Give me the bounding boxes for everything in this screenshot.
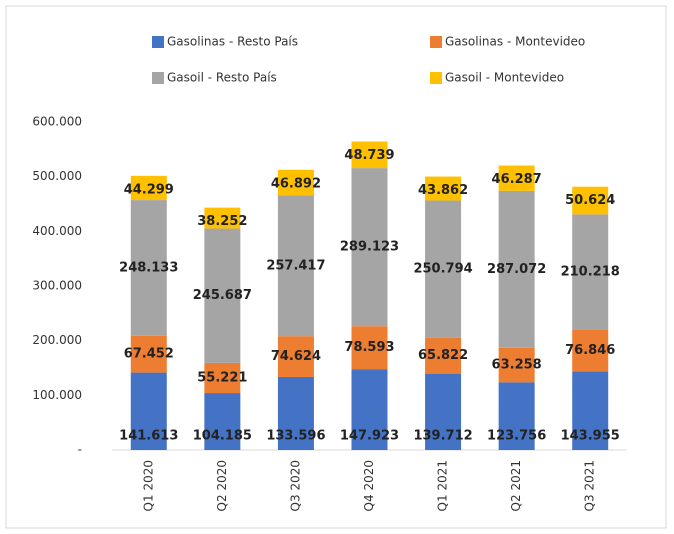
bar-segment [572, 214, 609, 330]
legend-label: Gasolinas - Montevideo [445, 35, 585, 49]
data-label: 67.452 [124, 347, 174, 362]
chart-frame [5, 5, 667, 529]
legend-label: Gasoil - Resto País [167, 71, 277, 85]
data-label: 250.794 [413, 262, 472, 277]
data-label: 141.613 [119, 429, 178, 444]
data-label: 245.687 [193, 288, 252, 303]
bar-segment [204, 207, 241, 229]
bar-segment [498, 382, 535, 450]
data-label: 63.258 [492, 358, 542, 373]
data-label: 210.218 [561, 264, 620, 279]
data-label: 287.072 [487, 262, 546, 277]
y-tick-label: 400.000 [32, 224, 82, 238]
bar-segment [130, 372, 167, 450]
data-label: 133.596 [266, 429, 325, 444]
bar-segment [277, 336, 314, 377]
bar-segment [572, 186, 609, 215]
x-tick-label: Q3 2021 [583, 460, 597, 511]
data-label: 74.624 [271, 349, 321, 364]
y-tick-label: 300.000 [32, 279, 82, 293]
y-tick-label: 500.000 [32, 169, 82, 183]
data-label: 65.822 [418, 348, 468, 363]
data-label: 38.252 [197, 214, 247, 229]
y-tick-label: 600.000 [32, 115, 82, 129]
bar-segment [425, 373, 462, 450]
bar-segment [425, 176, 462, 201]
data-label: 257.417 [266, 258, 325, 273]
bar-segment [277, 376, 314, 450]
data-label: 143.955 [561, 429, 620, 444]
data-label: 48.739 [344, 148, 394, 163]
x-tick-label: Q4 2020 [362, 460, 376, 511]
bar-segment [130, 175, 167, 201]
data-label: 104.185 [193, 429, 252, 444]
x-tick-label: Q2 2021 [509, 460, 523, 511]
x-tick-label: Q1 2021 [436, 460, 450, 511]
data-label: 147.923 [340, 429, 399, 444]
bar-segment [498, 347, 535, 383]
y-tick-label: 100.000 [32, 388, 82, 402]
bar-segment [130, 200, 167, 336]
bar-segment [277, 169, 314, 196]
bar-segment [351, 326, 388, 370]
data-label: 248.133 [119, 260, 178, 275]
bar-segment [130, 335, 167, 373]
bar-segment [204, 362, 241, 394]
data-label: 43.862 [418, 183, 468, 198]
bar-segment [204, 393, 241, 450]
data-label: 139.712 [413, 429, 472, 444]
data-label: 50.624 [565, 193, 615, 208]
legend-swatch [152, 36, 164, 48]
y-tick-label: 200.000 [32, 333, 82, 347]
legend-swatch [152, 72, 164, 84]
data-label: 289.123 [340, 240, 399, 255]
bar-segment [204, 228, 241, 363]
data-label: 55.221 [197, 370, 247, 385]
bar-segment [572, 329, 609, 372]
bar-segment [498, 165, 535, 191]
data-label: 123.756 [487, 429, 546, 444]
bar-segment [351, 369, 388, 450]
data-label: 46.892 [271, 176, 321, 191]
bar-segment [425, 337, 462, 374]
data-label: 44.299 [124, 182, 174, 197]
bar-segment [277, 195, 314, 337]
data-label: 76.846 [565, 343, 615, 358]
legend-label: Gasolinas - Resto País [167, 35, 298, 49]
bar-segment [498, 190, 535, 348]
y-tick-label: - [78, 443, 82, 457]
x-tick-label: Q1 2020 [141, 460, 155, 511]
bar-segment [351, 141, 388, 169]
bar-segment [572, 371, 609, 450]
legend-label: Gasoil - Montevideo [445, 71, 564, 85]
data-label: 46.287 [492, 172, 542, 187]
legend-swatch [430, 72, 442, 84]
bar-segment [425, 200, 462, 338]
legend-swatch [430, 36, 442, 48]
x-tick-label: Q2 2020 [215, 460, 229, 511]
data-label: 78.593 [344, 340, 394, 355]
bar-segment [351, 168, 388, 327]
x-tick-label: Q3 2020 [288, 460, 302, 511]
